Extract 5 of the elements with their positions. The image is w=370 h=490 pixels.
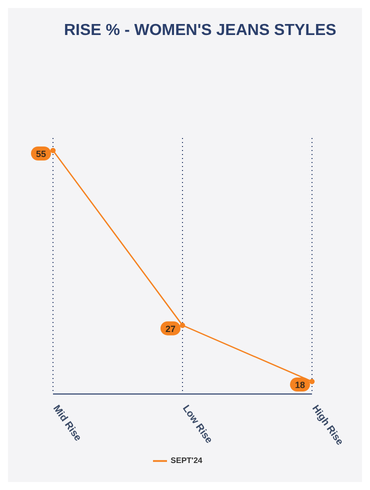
data-label: 55: [36, 148, 46, 159]
data-label: 27: [165, 324, 176, 334]
chart-title: RISE % - WOMEN'S JEANS STYLES: [64, 22, 336, 40]
data-label: 18: [294, 380, 306, 390]
legend-label: SEPT'24: [170, 456, 202, 466]
